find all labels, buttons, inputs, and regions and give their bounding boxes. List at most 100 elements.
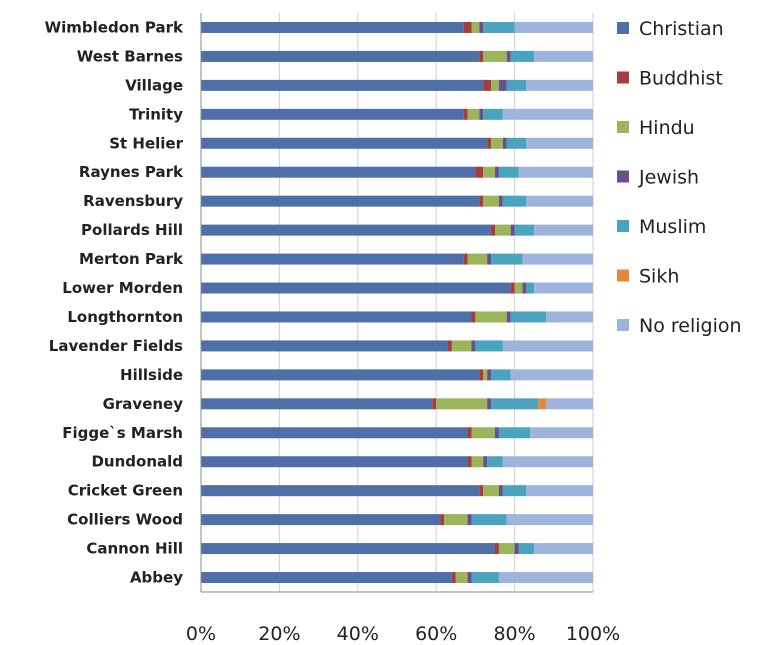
bar-segment-muslim xyxy=(491,398,539,410)
bar-segment-hindu xyxy=(467,108,480,120)
bar-segment-hindu xyxy=(514,282,523,294)
x-tick-label: 100% xyxy=(566,623,620,645)
bar-segment-hindu xyxy=(471,21,480,33)
bar-segment-no-religion xyxy=(526,137,593,149)
bar-segment-muslim xyxy=(502,195,527,207)
bar-segment-buddhist xyxy=(510,282,515,294)
bar-segment-buddhist xyxy=(463,21,472,33)
bar-segment-no-religion xyxy=(510,369,593,381)
bar-segment-buddhist xyxy=(479,195,484,207)
bar-segment-hindu xyxy=(483,195,499,207)
bar-segment-no-religion xyxy=(526,79,593,91)
bar-segment-christian xyxy=(201,108,464,120)
bar-segment-muslim xyxy=(475,340,503,352)
bar-segment-christian xyxy=(201,50,480,62)
bar-segment-no-religion xyxy=(530,427,593,439)
legend-label: Hindu xyxy=(639,117,695,139)
bar-segment-buddhist xyxy=(463,253,468,265)
bar-segment-buddhist xyxy=(447,340,452,352)
bar-segment-hindu xyxy=(483,166,495,178)
x-tick-label: 40% xyxy=(337,623,379,645)
legend-label: Christian xyxy=(639,18,724,40)
bar-segment-muslim xyxy=(518,543,535,555)
bar-segment-no-religion xyxy=(526,485,593,497)
bar-segment-no-religion xyxy=(506,514,593,526)
x-tick-label: 0% xyxy=(186,623,216,645)
legend-swatch xyxy=(617,220,629,232)
category-label: Village xyxy=(125,76,183,94)
bar-segment-christian xyxy=(201,21,464,33)
legend-swatch xyxy=(617,71,629,84)
bar-segment-muslim xyxy=(471,514,507,526)
bar-segment-muslim xyxy=(510,50,535,62)
legend-label: No religion xyxy=(639,315,742,337)
bar-segment-jewish xyxy=(498,79,507,91)
bar-segment-buddhist xyxy=(432,398,437,410)
bar-segment-jewish xyxy=(498,485,503,497)
bar-segment-christian xyxy=(201,427,468,439)
bar-segment-buddhist xyxy=(440,514,445,526)
bar-segment-muslim xyxy=(510,311,546,323)
category-labels: Wimbledon Park West Barnes Village Trinity S… xyxy=(45,18,184,586)
bar-segment-sikh xyxy=(538,398,546,410)
bar-segment-christian xyxy=(201,543,495,555)
bar-segment-hindu xyxy=(471,427,495,439)
bar-segment-muslim xyxy=(526,282,535,294)
bar-segment-no-religion xyxy=(514,21,593,33)
bar-segment-christian xyxy=(201,572,452,584)
bar-segment-buddhist xyxy=(495,543,499,555)
bar-segment-jewish xyxy=(506,311,511,323)
category-label: Hillside xyxy=(120,366,183,384)
bar-segment-christian xyxy=(201,456,468,468)
bar-segment-no-religion xyxy=(534,50,593,62)
legend-swatch xyxy=(617,22,629,34)
bar-segment-buddhist xyxy=(487,137,492,149)
legend-swatch xyxy=(617,319,629,331)
bar-segment-hindu xyxy=(491,79,499,91)
legend-swatch xyxy=(617,121,629,133)
bar-segment-jewish xyxy=(502,137,507,149)
category-label: Lower Morden xyxy=(62,279,183,297)
legend-label: Muslim xyxy=(639,216,706,238)
bar-segment-jewish xyxy=(479,21,484,33)
bar-segment-christian xyxy=(201,369,480,381)
bar-segment-christian xyxy=(201,282,511,294)
bar-segment-christian xyxy=(201,514,441,526)
bar-segment-jewish xyxy=(495,427,499,439)
bar-segment-christian xyxy=(201,79,484,91)
bar-segment-hindu xyxy=(483,50,507,62)
category-label: Cannon Hill xyxy=(86,540,183,558)
bar-segment-hindu xyxy=(483,485,499,497)
bar-segment-jewish xyxy=(487,369,492,381)
bar-segment-christian xyxy=(201,137,488,149)
bar-segment-buddhist xyxy=(479,369,484,381)
category-label: Longthornton xyxy=(67,308,183,326)
bar-segment-jewish xyxy=(495,166,499,178)
category-label: Cricket Green xyxy=(68,482,183,500)
legend: Christian Buddhist Hindu Jewish Muslim Sikh No… xyxy=(617,18,742,337)
bar-segment-buddhist xyxy=(491,224,495,236)
category-label: St Helier xyxy=(109,134,183,152)
bar-segment-christian xyxy=(201,224,492,236)
bar-segment-hindu xyxy=(491,137,503,149)
bar-segment-christian xyxy=(201,253,464,265)
category-label: Figge`s Marsh xyxy=(62,424,183,442)
x-tick-label: 60% xyxy=(415,623,457,645)
bar-segment-buddhist xyxy=(467,427,472,439)
bar-segment-buddhist xyxy=(451,572,456,584)
category-label: Dundonald xyxy=(91,453,183,471)
bar-segment-no-religion xyxy=(518,166,593,178)
bar-segment-no-religion xyxy=(534,543,593,555)
bar-segment-no-religion xyxy=(545,398,593,410)
bar-segment-no-religion xyxy=(534,224,593,236)
gridlines xyxy=(200,13,594,592)
bar-segment-jewish xyxy=(522,282,527,294)
bar-segment-christian xyxy=(201,340,448,352)
bar-segment-jewish xyxy=(471,340,476,352)
x-tick-label: 20% xyxy=(258,623,300,645)
bar-segment-jewish xyxy=(487,398,492,410)
category-label: Merton Park xyxy=(79,250,184,268)
bar-segment-muslim xyxy=(514,224,535,236)
bar-segment-jewish xyxy=(467,514,472,526)
